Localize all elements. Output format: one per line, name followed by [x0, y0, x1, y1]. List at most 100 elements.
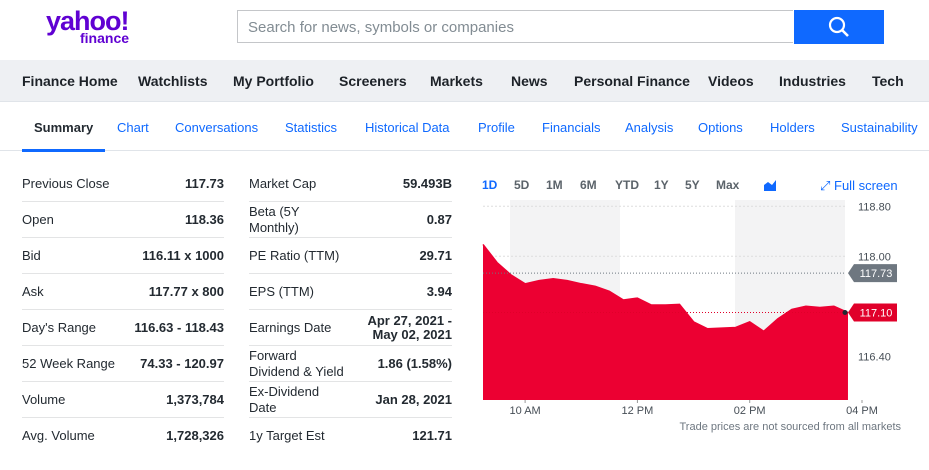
y-tick-label: 118.80 [858, 201, 891, 213]
row-value: 116.11 x 1000 [142, 247, 224, 263]
row-label: PE Ratio (TTM) [249, 247, 340, 263]
summary-row: PE Ratio (TTM) 29.71 [249, 238, 452, 274]
tab-divider [0, 150, 929, 151]
row-label: Day's Range [22, 319, 97, 335]
logo-sub: finance [80, 30, 130, 46]
nav-item[interactable]: Tech [872, 73, 904, 89]
y-tick-label: 118.00 [858, 251, 891, 263]
search-icon [828, 16, 849, 37]
row-label: Ask [22, 283, 44, 299]
marker-label: 117.10 [860, 308, 893, 320]
row-label: Ex-Dividend Date [249, 383, 320, 415]
tab[interactable]: Statistics [285, 120, 338, 135]
row-value: 116.63 - 118.43 [134, 319, 224, 335]
summary-row: Bid 116.11 x 1000 [22, 238, 224, 274]
nav-item[interactable]: Industries [779, 73, 846, 89]
x-tick-label: 10 AM [510, 405, 541, 417]
summary-row: EPS (TTM) 3.94 [249, 274, 452, 310]
summary-table-left: Previous Close 117.73 Open 118.36 Bid 116.11 … [22, 166, 224, 454]
search-box[interactable]: Search for news, symbols or companies [237, 10, 793, 43]
chart-note: Trade prices are not sourced from all ma… [679, 421, 901, 433]
summary-row: Avg. Volume 1,728,326 [22, 418, 224, 454]
row-value: 29.71 [419, 247, 452, 263]
nav-item[interactable]: Screeners [339, 73, 407, 89]
row-value: Jan 28, 2021 [375, 391, 452, 407]
full-screen[interactable]: ⤢ Full screen [820, 178, 898, 193]
range-button[interactable]: Max [716, 178, 740, 192]
row-label: Forward Dividend & Yield [249, 347, 344, 379]
range-button[interactable]: 1D [482, 178, 498, 192]
row-label: EPS (TTM) [249, 283, 314, 299]
marker-tag [848, 303, 897, 322]
range-button[interactable]: 1M [546, 178, 563, 192]
tab[interactable]: Profile [478, 120, 515, 135]
tab[interactable]: Chart [117, 120, 149, 135]
tab[interactable]: Historical Data [365, 120, 450, 135]
row-label: Volume [22, 391, 66, 407]
row-label: Open [22, 211, 54, 227]
range-button[interactable]: 5D [514, 178, 530, 192]
row-value: 0.87 [426, 211, 452, 227]
row-value: 1.86 (1.58%) [377, 355, 452, 371]
tab[interactable]: Summary [34, 120, 94, 135]
row-value: 74.33 - 120.97 [140, 355, 224, 371]
range-button[interactable]: 1Y [654, 178, 669, 192]
nav-item[interactable]: Markets [430, 73, 483, 89]
summary-row: Volume 1,373,784 [22, 382, 224, 418]
row-value: 121.71 [412, 428, 452, 443]
logo[interactable]: yahoo! [46, 6, 130, 36]
summary-row: Market Cap 59.493B [249, 166, 452, 202]
tab[interactable]: Conversations [175, 120, 259, 135]
tab-underline [22, 149, 105, 152]
tab[interactable]: Financials [542, 120, 601, 135]
row-label: Market Cap [249, 175, 317, 191]
tab[interactable]: Options [698, 120, 743, 135]
summary-table-right: Market Cap 59.493B Beta (5Y Monthly) 0.87 PE… [249, 166, 452, 454]
summary-row: Beta (5Y Monthly) 0.87 [249, 202, 452, 238]
nav-item[interactable]: Finance Home [22, 73, 118, 89]
summary-row: Ex-Dividend Date Jan 28, 2021 [249, 382, 452, 418]
x-tick-label: 04 PM [846, 405, 878, 417]
row-value: 3.94 [426, 283, 452, 299]
row-label: 1y Target Est [249, 428, 325, 443]
summary-row: Day's Range 116.63 - 118.43 [22, 310, 224, 346]
summary-row: Earnings Date Apr 27, 2021 - May 02, 2021 [249, 310, 452, 346]
price-line [482, 243, 849, 333]
tab[interactable]: Holders [770, 120, 815, 135]
row-value: Apr 27, 2021 - May 02, 2021 [367, 312, 452, 342]
range-button[interactable]: YTD [615, 178, 639, 192]
area-fill [483, 244, 848, 400]
nav-item[interactable]: News [511, 73, 548, 89]
row-label: Avg. Volume [22, 428, 95, 443]
row-value: 59.493B [402, 175, 452, 191]
row-label: Earnings Date [249, 319, 332, 335]
search-button[interactable] [794, 10, 884, 44]
nav-bar [0, 60, 929, 102]
row-value: 1,728,326 [166, 428, 224, 443]
nav-item[interactable]: Videos [708, 73, 754, 89]
row-value: 1,373,784 [166, 391, 224, 407]
summary-row: 1y Target Est 121.71 [249, 418, 452, 454]
nav-item[interactable]: My Portfolio [233, 73, 314, 89]
summary-row: Ask 117.77 x 800 [22, 274, 224, 310]
row-value: 117.77 x 800 [148, 283, 224, 299]
row-label: Beta (5Y Monthly) [249, 203, 300, 235]
nav-item[interactable]: Watchlists [138, 73, 208, 89]
summary-row: Previous Close 117.73 [22, 166, 224, 202]
x-tick-label: 12 PM [622, 405, 654, 417]
tab[interactable]: Analysis [625, 120, 674, 135]
full-screen-label: Full screen [834, 178, 898, 193]
summary-row: 52 Week Range 74.33 - 120.97 [22, 346, 224, 382]
y-tick-label: 116.40 [858, 351, 891, 363]
marker-tag [848, 264, 897, 283]
row-label: Previous Close [22, 175, 110, 191]
range-button[interactable]: 6M [580, 178, 597, 192]
range-button[interactable]: 5Y [685, 178, 700, 192]
marker-dot [842, 310, 848, 315]
summary-row: Forward Dividend & Yield 1.86 (1.58%) [249, 346, 452, 382]
tab[interactable]: Sustainability [841, 120, 918, 135]
chart-type-icon[interactable] [764, 180, 776, 191]
nav-item[interactable]: Personal Finance [574, 73, 690, 89]
